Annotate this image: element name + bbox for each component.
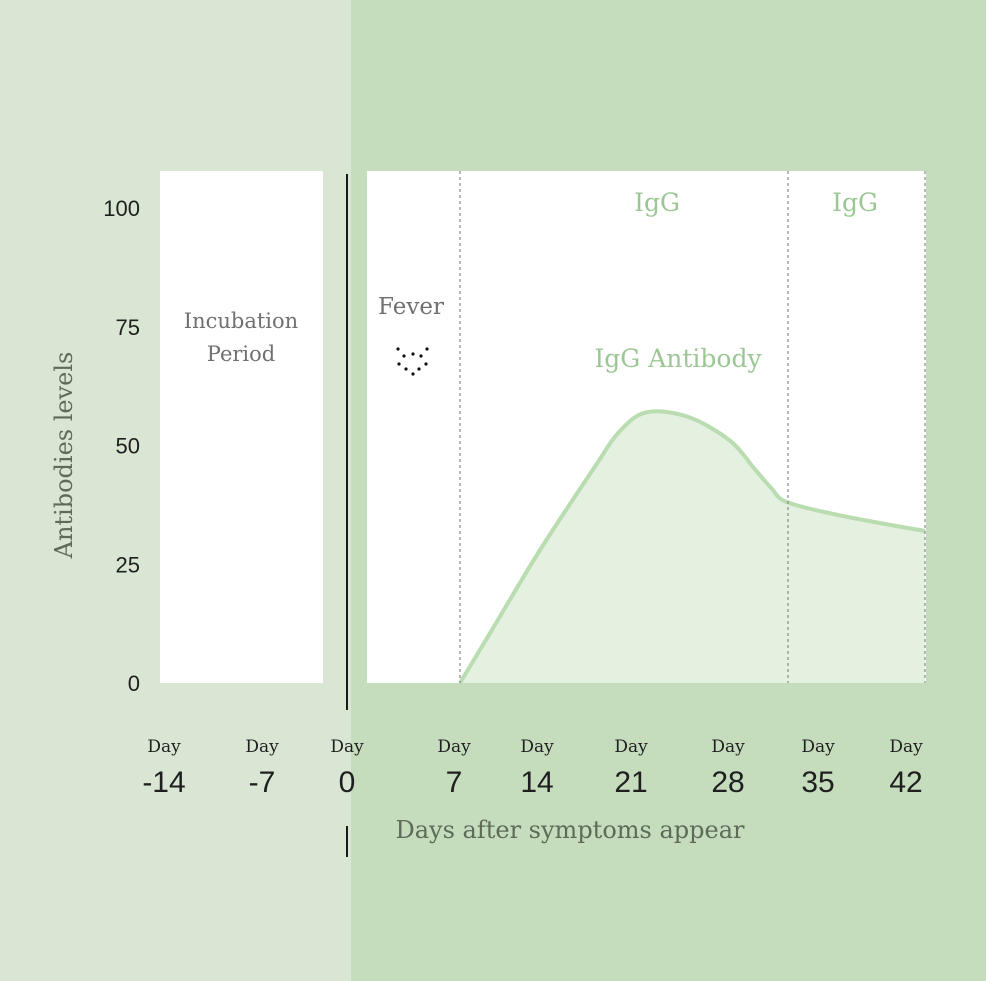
x-tick-value: 28 xyxy=(711,766,744,799)
igg-label-2: IgG xyxy=(832,188,878,217)
x-tick-prefix: Day xyxy=(245,737,279,757)
x-tick-value: 42 xyxy=(889,766,922,799)
x-tick-prefix: Day xyxy=(614,737,648,757)
x-tick-prefix: Day xyxy=(801,737,835,757)
igg-area xyxy=(460,411,925,683)
x-tick-value: 7 xyxy=(446,766,463,799)
x-tick-prefix: Day xyxy=(520,737,554,757)
y-axis-ticks: 0 25 50 75 100 xyxy=(103,196,140,696)
igg-series-label: IgG Antibody xyxy=(594,344,762,373)
x-tick-prefix: Day xyxy=(889,737,923,757)
incubation-label-line2: Period xyxy=(207,342,275,366)
x-tick-value: 0 xyxy=(339,766,356,799)
x-tick-value: 14 xyxy=(520,766,553,799)
y-tick-label: 0 xyxy=(128,671,140,696)
x-tick-value: -7 xyxy=(249,766,276,799)
x-tick-prefix: Day xyxy=(147,737,181,757)
x-tick-prefix: Day xyxy=(437,737,471,757)
fever-icon xyxy=(396,347,429,376)
x-tick-value: 35 xyxy=(801,766,834,799)
fever-label: Fever xyxy=(378,294,444,320)
x-tick-prefix: Day xyxy=(330,737,364,757)
x-axis-title: Days after symptoms appear xyxy=(395,816,745,844)
x-axis-ticks: Day -14 Day -7 Day 0 Day 7 Day 14 Day 21 Day 28 Day 35 D… xyxy=(142,737,923,799)
y-tick-label: 75 xyxy=(116,315,140,340)
y-axis-title: Antibodies levels xyxy=(50,352,78,560)
igg-label-1: IgG xyxy=(634,188,680,217)
y-tick-label: 100 xyxy=(103,196,140,221)
incubation-label-line1: Incubation xyxy=(184,309,298,333)
y-tick-label: 50 xyxy=(116,434,140,459)
x-tick-prefix: Day xyxy=(711,737,745,757)
x-tick-value: -14 xyxy=(142,766,185,799)
y-tick-label: 25 xyxy=(116,552,140,577)
x-tick-value: 21 xyxy=(614,766,647,799)
incubation-panel xyxy=(160,171,323,683)
